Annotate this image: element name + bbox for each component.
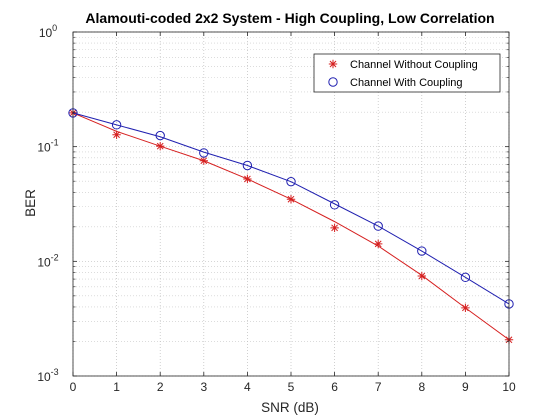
x-tick-label: 10 bbox=[502, 380, 516, 394]
x-tick-label: 2 bbox=[157, 380, 164, 394]
data-point bbox=[112, 130, 121, 139]
data-point bbox=[329, 200, 340, 210]
legend: Channel Without Coupling Channel With Cou… bbox=[313, 53, 501, 93]
data-point bbox=[461, 303, 470, 313]
y-tick-label: 100 bbox=[39, 23, 57, 40]
data-point bbox=[460, 272, 471, 283]
data-point bbox=[286, 195, 296, 204]
data-point bbox=[111, 120, 122, 130]
x-tick-label: 4 bbox=[244, 380, 251, 394]
x-tick-label: 3 bbox=[200, 380, 207, 394]
data-point bbox=[373, 221, 383, 231]
data-point bbox=[330, 223, 339, 233]
x-tick-label: 0 bbox=[70, 380, 77, 394]
data-point bbox=[243, 174, 252, 184]
chart-title: Alamouti-coded 2x2 System - High Couplin… bbox=[85, 10, 494, 26]
y-axis-label: BER bbox=[23, 189, 38, 217]
minor-grid bbox=[73, 36, 509, 342]
legend-box bbox=[313, 53, 501, 93]
legend-marker bbox=[328, 77, 338, 87]
x-tick-label: 6 bbox=[331, 380, 338, 394]
legend-item: Channel With Coupling bbox=[328, 77, 463, 89]
x-tick-label: 1 bbox=[113, 380, 120, 394]
y-tick-label: 10-2 bbox=[37, 252, 58, 269]
data-point bbox=[417, 246, 427, 256]
data-point bbox=[155, 130, 165, 141]
legend-marker bbox=[328, 59, 338, 69]
legend-label: Channel With Coupling bbox=[350, 77, 463, 89]
y-tick-label: 10-3 bbox=[37, 367, 58, 384]
x-tick-label: 5 bbox=[288, 380, 295, 394]
legend-label: Channel Without Coupling bbox=[350, 59, 478, 71]
data-point bbox=[156, 141, 165, 151]
y-axis-ticks: 10-3 10-2 10-1 100 bbox=[37, 23, 509, 384]
x-tick-label: 9 bbox=[462, 380, 469, 394]
data-point bbox=[417, 271, 426, 281]
data-point bbox=[199, 156, 208, 165]
x-tick-label: 8 bbox=[418, 380, 425, 394]
y-tick-label: 10-1 bbox=[37, 138, 58, 155]
legend-item: Channel Without Coupling bbox=[328, 59, 478, 71]
data-point bbox=[374, 239, 383, 249]
x-axis-ticks: 0 1 2 3 4 5 6 7 8 9 10 bbox=[70, 32, 516, 394]
data-point bbox=[286, 176, 296, 187]
data-point bbox=[199, 148, 209, 158]
series-line bbox=[72, 112, 510, 305]
data-point bbox=[242, 160, 253, 171]
x-axis-label: SNR (dB) bbox=[261, 400, 319, 415]
x-tick-label: 7 bbox=[375, 380, 382, 394]
